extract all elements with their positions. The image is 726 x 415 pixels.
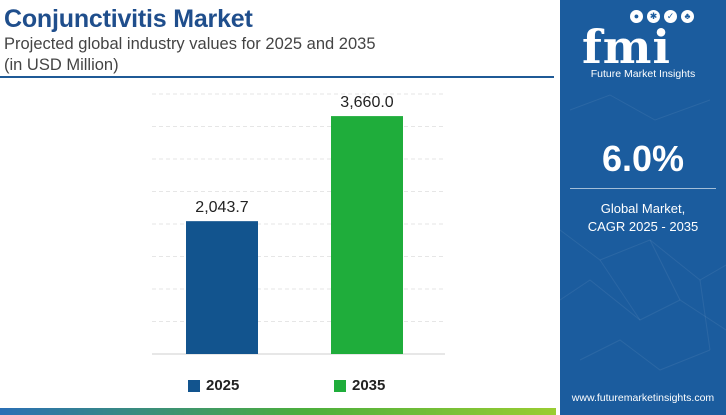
- logo-wordmark: fmi: [582, 20, 671, 74]
- legend-item-2035: 2035: [334, 377, 385, 394]
- bar-2035: [331, 116, 403, 354]
- legend-label-2025: 2025: [206, 377, 240, 394]
- chart-header: Conjunctivitis Market Projected global i…: [4, 4, 554, 76]
- legend-item-2025: 2025: [188, 377, 239, 394]
- logo-bird-icon: ✓: [664, 10, 677, 23]
- logo-icon-row: ● ✱ ✓ ♣: [630, 10, 710, 26]
- sidebar-divider: [570, 188, 716, 189]
- data-label-2035: 3,660.0: [340, 94, 393, 111]
- cagr-label-line1: Global Market,: [600, 201, 686, 216]
- cagr-label-line2: CAGR 2025 - 2035: [587, 219, 699, 234]
- logo-leaf-icon: ♣: [681, 10, 694, 23]
- bottom-color-stripe: [0, 408, 556, 415]
- legend-label-2035: 2035: [352, 377, 386, 394]
- cagr-value: 6.0%: [601, 138, 685, 179]
- legend-swatch-2025: [188, 379, 200, 392]
- sidebar-panel: ● ✱ ✓ ♣ fmi Future Market Insights 6.0% …: [560, 0, 726, 415]
- header-divider: [0, 76, 554, 78]
- logo-tagline: Future Market Insights: [590, 68, 696, 80]
- legend-swatch-2035: [334, 379, 346, 392]
- website-link[interactable]: www.futuremarketinsights.com: [571, 392, 715, 404]
- data-label-2025: 2,043.7: [195, 199, 248, 216]
- chart-legend: 2025 2035: [0, 377, 560, 397]
- bar-chart: 2,043.7 3,660.0: [152, 93, 445, 355]
- bar-2025: [186, 221, 258, 354]
- logo-gear-icon: ✱: [647, 10, 660, 23]
- sidebar-texture: [560, 94, 726, 371]
- logo-circle-icon: ●: [630, 10, 643, 23]
- chart-unit-note: (in USD Million): [4, 56, 119, 74]
- chart-subtitle: Projected global industry values for 202…: [4, 35, 376, 53]
- chart-title: Conjunctivitis Market: [4, 5, 253, 33]
- fmi-logo: ● ✱ ✓ ♣ fmi Future Market Insights: [560, 8, 726, 83]
